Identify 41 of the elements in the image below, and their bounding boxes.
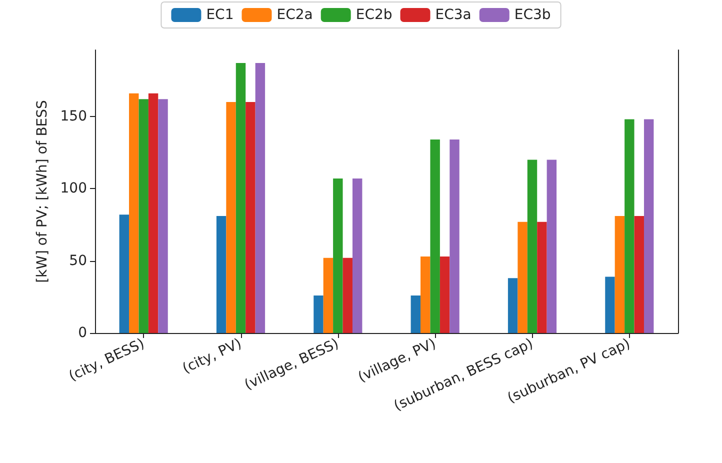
bar	[614, 216, 625, 333]
y-tick-label: 0	[78, 325, 87, 341]
legend-label: EC3a	[435, 7, 472, 23]
bar	[546, 160, 557, 333]
bar	[333, 178, 343, 333]
bar	[410, 295, 421, 333]
bar	[216, 216, 226, 333]
y-axis-title: [kW] of PV; [kWh] of BESS	[34, 100, 50, 283]
bar	[148, 93, 158, 333]
bar	[129, 93, 139, 333]
bar	[255, 62, 266, 333]
bar	[518, 222, 528, 333]
bar	[634, 216, 644, 333]
bar	[440, 256, 450, 333]
bar	[119, 214, 130, 333]
bar	[450, 140, 460, 333]
legend-label: EC2a	[276, 7, 313, 23]
bar	[236, 62, 246, 333]
bar	[138, 99, 148, 333]
bar	[508, 278, 518, 333]
legend-label: EC2b	[356, 7, 392, 23]
bar	[430, 140, 440, 333]
bar	[158, 99, 168, 333]
bar	[527, 160, 538, 333]
bar	[246, 102, 256, 333]
bar	[352, 178, 362, 333]
bar	[314, 295, 324, 333]
legend-label: EC3b	[514, 7, 551, 23]
bar	[226, 102, 236, 333]
bar	[342, 258, 352, 333]
bar	[323, 258, 334, 333]
y-tick-label: 100	[60, 180, 87, 197]
bar	[605, 276, 615, 333]
bar	[624, 119, 634, 333]
bar	[420, 256, 430, 333]
x-tick-label: (city, PV)	[180, 336, 244, 377]
y-tick-label: 150	[60, 108, 87, 124]
y-tick-label: 50	[69, 252, 87, 269]
legend-label: EC1	[206, 7, 234, 23]
bar	[644, 119, 654, 333]
bar	[537, 222, 547, 333]
